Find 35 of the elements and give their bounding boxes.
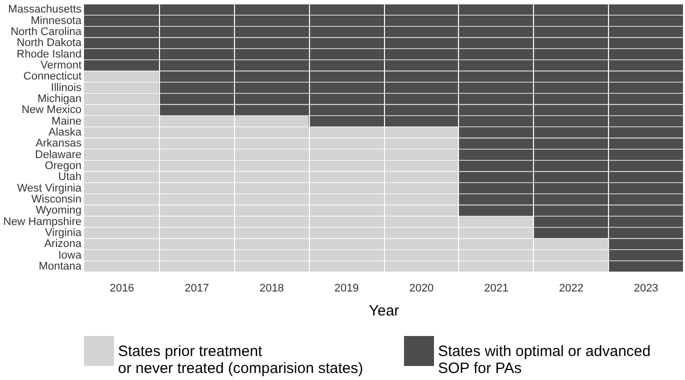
y-tick-label: Utah bbox=[58, 171, 82, 184]
y-tick-label: Wisconsin bbox=[31, 193, 82, 206]
y-tick-label: Connecticut bbox=[23, 70, 82, 83]
legend-label: States with optimal or advanced SOP for PAs bbox=[438, 343, 651, 377]
y-tick-label: Delaware bbox=[35, 148, 82, 161]
y-tick-label: North Dakota bbox=[16, 37, 82, 50]
x-tick-label: 2016 bbox=[110, 282, 134, 294]
y-tick-label: Vermont bbox=[40, 59, 82, 72]
y-tick-label: Arizona bbox=[44, 238, 82, 250]
y-tick-label: Arkansas bbox=[36, 138, 82, 150]
y-tick-label: Wyoming bbox=[36, 204, 82, 217]
y-tick-label: Rhode Island bbox=[16, 48, 82, 60]
y-tick-label: Maine bbox=[52, 115, 82, 128]
x-tick-label: 2019 bbox=[334, 282, 359, 294]
y-tick-label: New Mexico bbox=[22, 104, 82, 116]
y-tick-label: Illinois bbox=[50, 82, 82, 94]
x-tick-label: 2018 bbox=[259, 282, 284, 294]
y-tick-label: Massachusetts bbox=[8, 4, 82, 16]
y-tick-label: Michigan bbox=[37, 92, 82, 105]
y-tick-label: Iowa bbox=[58, 249, 82, 262]
y-tick-label: Virginia bbox=[45, 226, 82, 239]
x-tick-label: 2017 bbox=[184, 282, 210, 294]
x-tick-label: 2021 bbox=[484, 282, 509, 294]
x-tick-label: 2020 bbox=[409, 282, 434, 294]
x-tick-label: 2022 bbox=[558, 282, 584, 294]
y-tick-label: North Carolina bbox=[10, 26, 82, 38]
y-tick-label: Montana bbox=[38, 260, 82, 272]
y-tick-label: Oregon bbox=[44, 160, 82, 172]
y-tick-label: West Virginia bbox=[17, 182, 82, 194]
y-tick-label: Alaska bbox=[48, 126, 82, 138]
x-axis-title: Year bbox=[368, 302, 400, 320]
y-tick-label: Minnesota bbox=[30, 14, 82, 27]
legend-label: States prior treatment or never treated (comparision states) bbox=[118, 343, 364, 377]
x-tick-label: 2023 bbox=[634, 282, 658, 294]
y-tick-label: New Hampshire bbox=[3, 216, 82, 228]
